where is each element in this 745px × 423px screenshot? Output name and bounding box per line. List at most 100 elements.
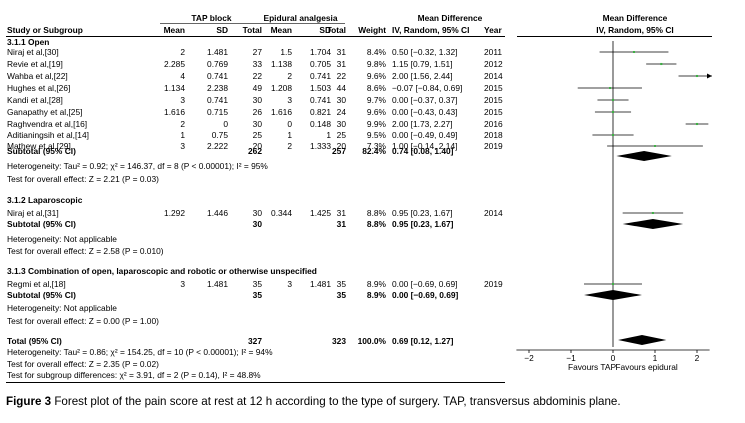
point-estimate: [611, 98, 615, 102]
study-year: 2011: [484, 47, 503, 57]
plot-header: Mean Difference: [602, 13, 668, 23]
study-name: Revie et al,[19]: [7, 59, 63, 69]
study-year: 2014: [484, 208, 503, 218]
subtotal-label: Subtotal (95% CI): [7, 219, 76, 229]
study-weight: 7.3%: [366, 141, 386, 151]
study-sd2: 1.481: [310, 279, 331, 289]
study-ci: 0.00 [−0.37, 0.37]: [392, 95, 458, 105]
subtotal-weight: 82.4%: [362, 146, 386, 156]
study-name: Wahba et al,[22]: [7, 71, 68, 81]
table-bottom-rule: [6, 382, 505, 383]
figure-caption: Figure 3 Forest plot of the pain score a…: [6, 395, 741, 408]
study-name: Ganapathy et al,[25]: [7, 107, 83, 117]
study-m2: 0: [287, 119, 292, 129]
study-sd2: 1.425: [310, 208, 331, 218]
subtotal-weight: 8.9%: [366, 290, 386, 300]
study-n2: 25: [336, 130, 346, 140]
point-estimate: [695, 74, 699, 78]
study-sd2: 1.333: [310, 141, 331, 151]
study-n1: 26: [252, 107, 262, 117]
study-name: Regmi et al,[18]: [7, 279, 66, 289]
plot-header-rule: [517, 36, 712, 37]
x-tick-label: 2: [695, 353, 700, 363]
epi-mean-header: Mean: [270, 25, 292, 35]
study-year: 2012: [484, 59, 503, 69]
total-n2: 323: [332, 336, 346, 346]
study-ci: 2.00 [1.73, 2.27]: [392, 119, 453, 129]
subtotal-ci: 0.00 [−0.69, 0.69]: [392, 290, 459, 300]
study-n1: 49: [252, 83, 262, 93]
summary-diamond: [622, 219, 684, 229]
study-sd1: 0.741: [207, 71, 228, 81]
subtotal-weight: 8.8%: [366, 219, 386, 229]
study-year: 2018: [484, 130, 503, 140]
point-estimate: [660, 62, 663, 66]
study-m1: 2: [180, 47, 185, 57]
study-name: Hughes et al,[26]: [7, 83, 71, 93]
study-ci: −0.07 [−0.84, 0.69]: [392, 83, 463, 93]
total-weight: 100.0%: [357, 336, 386, 346]
study-ci: 0.50 [−0.32, 1.32]: [392, 47, 458, 57]
subtotal-ci: 0.95 [0.23, 1.67]: [392, 219, 454, 229]
study-n1: 25: [252, 130, 262, 140]
study-m1: 3: [180, 279, 185, 289]
study-sd1: 0.741: [207, 95, 228, 105]
subtotal-n2: 31: [336, 219, 346, 229]
study-ci: 0.95 [0.23, 1.67]: [392, 208, 453, 218]
study-m2: 2: [287, 141, 292, 151]
study-n2: 24: [336, 107, 346, 117]
study-year: 2019: [484, 141, 503, 151]
study-m2: 0.344: [271, 208, 292, 218]
study-n2: 44: [336, 83, 346, 93]
total-n1: 327: [248, 336, 262, 346]
subgroup-title: 3.1.1 Open: [7, 37, 50, 47]
favours-left-label: Favours TAP: [568, 362, 617, 372]
study-n2: 20: [336, 141, 346, 151]
study-n2: 35: [336, 279, 346, 289]
point-estimate: [632, 50, 636, 54]
study-ci: 0.00 [−0.49, 0.49]: [392, 130, 458, 140]
x-tick-label: −2: [524, 353, 534, 363]
study-weight: 8.6%: [366, 83, 386, 93]
tap-total-header: Total: [242, 25, 262, 35]
study-sd2: 0.705: [310, 59, 331, 69]
ci-arrow: [707, 73, 712, 79]
study-sd2: 0.821: [310, 107, 331, 117]
study-m2: 1.5: [280, 47, 292, 57]
subtotal-n1: 262: [248, 146, 262, 156]
point-estimate: [609, 86, 612, 90]
x-tick-label: 1: [653, 353, 658, 363]
year-header: Year: [484, 25, 502, 35]
study-n2: 31: [336, 208, 346, 218]
study-n1: 20: [252, 141, 262, 151]
study-name: Niraj et al,[30]: [7, 47, 59, 57]
study-year: 2015: [484, 107, 503, 117]
study-name: Kandi et al,[28]: [7, 95, 63, 105]
study-ci: 0.00 [−0.43, 0.43]: [392, 107, 458, 117]
study-weight: 9.5%: [366, 130, 386, 140]
study-m2: 3: [287, 279, 292, 289]
study-m2: 1.208: [271, 83, 292, 93]
tap-block-header-rule: [160, 23, 263, 24]
subtotal-label: Subtotal (95% CI): [7, 146, 76, 156]
study-m1: 3: [180, 141, 185, 151]
subtotal-n2: 257: [332, 146, 346, 156]
study-weight: 8.8%: [366, 208, 386, 218]
study-weight: 9.8%: [366, 59, 386, 69]
md-header: Mean Difference: [417, 13, 483, 23]
study-m2: 1.616: [271, 107, 292, 117]
study-year: 2019: [484, 279, 503, 289]
study-n2: 30: [336, 95, 346, 105]
study-m1: 1.134: [164, 83, 185, 93]
epi-total-header: Total: [326, 25, 346, 35]
total-overall-effect-text: Test for overall effect: Z = 2.35 (P = 0…: [7, 359, 159, 369]
md-subheader: IV, Random, 95% CI: [392, 25, 470, 35]
weight-header: Weight: [358, 25, 386, 35]
study-sd1: 2.222: [207, 141, 228, 151]
summary-diamond: [618, 335, 667, 345]
study-sd1: 1.481: [207, 279, 228, 289]
study-weight: 9.6%: [366, 107, 386, 117]
study-m1: 1.616: [164, 107, 185, 117]
study-name: Niraj et al,[31]: [7, 208, 59, 218]
subgroup-differences-text: Test for subgroup differences: χ² = 3.91…: [7, 370, 261, 380]
